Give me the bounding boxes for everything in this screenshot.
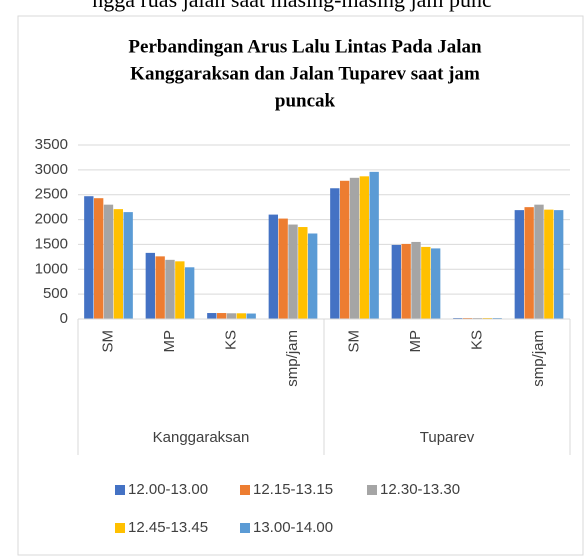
- bar: [165, 259, 175, 319]
- legend-swatch: [240, 523, 250, 533]
- bar: [113, 209, 124, 319]
- bar: [421, 246, 431, 319]
- legend-label: 12.30-13.30: [380, 481, 460, 498]
- bar: [431, 248, 441, 319]
- bar: [411, 241, 421, 319]
- legend-swatch: [367, 485, 377, 495]
- legend-label: 12.45-13.45: [128, 519, 208, 536]
- bar: [544, 209, 554, 319]
- bar: [369, 171, 379, 319]
- bar: [207, 313, 217, 319]
- bar: [216, 313, 227, 319]
- x-tick-label: smp/jam: [530, 330, 547, 387]
- bar: [514, 210, 524, 319]
- legend-label: 13.00-14.00: [253, 519, 333, 536]
- bar: [524, 207, 534, 319]
- group-label: Tuparev: [420, 429, 475, 446]
- bar: [359, 176, 370, 319]
- y-tick-label: 3000: [35, 161, 68, 178]
- bar: [298, 227, 308, 319]
- y-tick-label: 500: [43, 285, 68, 302]
- legend-swatch: [115, 523, 125, 533]
- bar: [84, 196, 94, 319]
- bar: [339, 180, 350, 319]
- y-tick-label: 2000: [35, 211, 68, 228]
- chart-title: Perbandingan Arus Lalu Lintas Pada Jalan: [128, 36, 482, 57]
- x-tick-label: MP: [161, 330, 178, 353]
- chart-title: puncak: [275, 90, 336, 111]
- bar: [349, 177, 360, 319]
- x-tick-label: KS: [223, 330, 240, 350]
- legend-label: 12.15-13.15: [253, 481, 333, 498]
- x-tick-label: MP: [407, 330, 424, 353]
- x-tick-label: SM: [346, 330, 363, 353]
- bar: [308, 233, 318, 319]
- chart-title: Kanggaraksan dan Jalan Tuparev saat jam: [130, 63, 480, 84]
- x-tick-label: smp/jam: [284, 330, 301, 387]
- bar: [155, 256, 165, 319]
- bar: [145, 252, 155, 319]
- bar: [268, 214, 278, 319]
- y-tick-label: 3500: [35, 136, 68, 153]
- legend-swatch: [240, 485, 250, 495]
- legend-label: 12.00-13.00: [128, 481, 208, 498]
- bar: [330, 188, 340, 319]
- bar: [278, 218, 288, 319]
- legend-swatch: [115, 485, 125, 495]
- bar: [175, 261, 185, 319]
- group-label: Kanggaraksan: [153, 429, 250, 446]
- x-tick-label: KS: [469, 330, 486, 350]
- bar: [93, 198, 104, 319]
- bar: [236, 313, 247, 319]
- bar: [185, 267, 195, 319]
- bar: [401, 243, 411, 319]
- y-tick-label: 2500: [35, 186, 68, 203]
- page-fragment: ngga ruas jalan saat masing-masing jam p…: [92, 0, 492, 12]
- x-tick-label: SM: [100, 330, 117, 353]
- bar: [123, 212, 133, 319]
- bar: [246, 313, 256, 319]
- bar: [534, 204, 544, 319]
- y-tick-label: 0: [60, 310, 68, 327]
- bar: [103, 204, 114, 319]
- y-tick-label: 1500: [35, 235, 68, 252]
- bar: [554, 210, 564, 319]
- bar: [288, 224, 298, 319]
- bar: [391, 244, 401, 319]
- bar: [226, 313, 237, 319]
- y-tick-label: 1000: [35, 260, 68, 277]
